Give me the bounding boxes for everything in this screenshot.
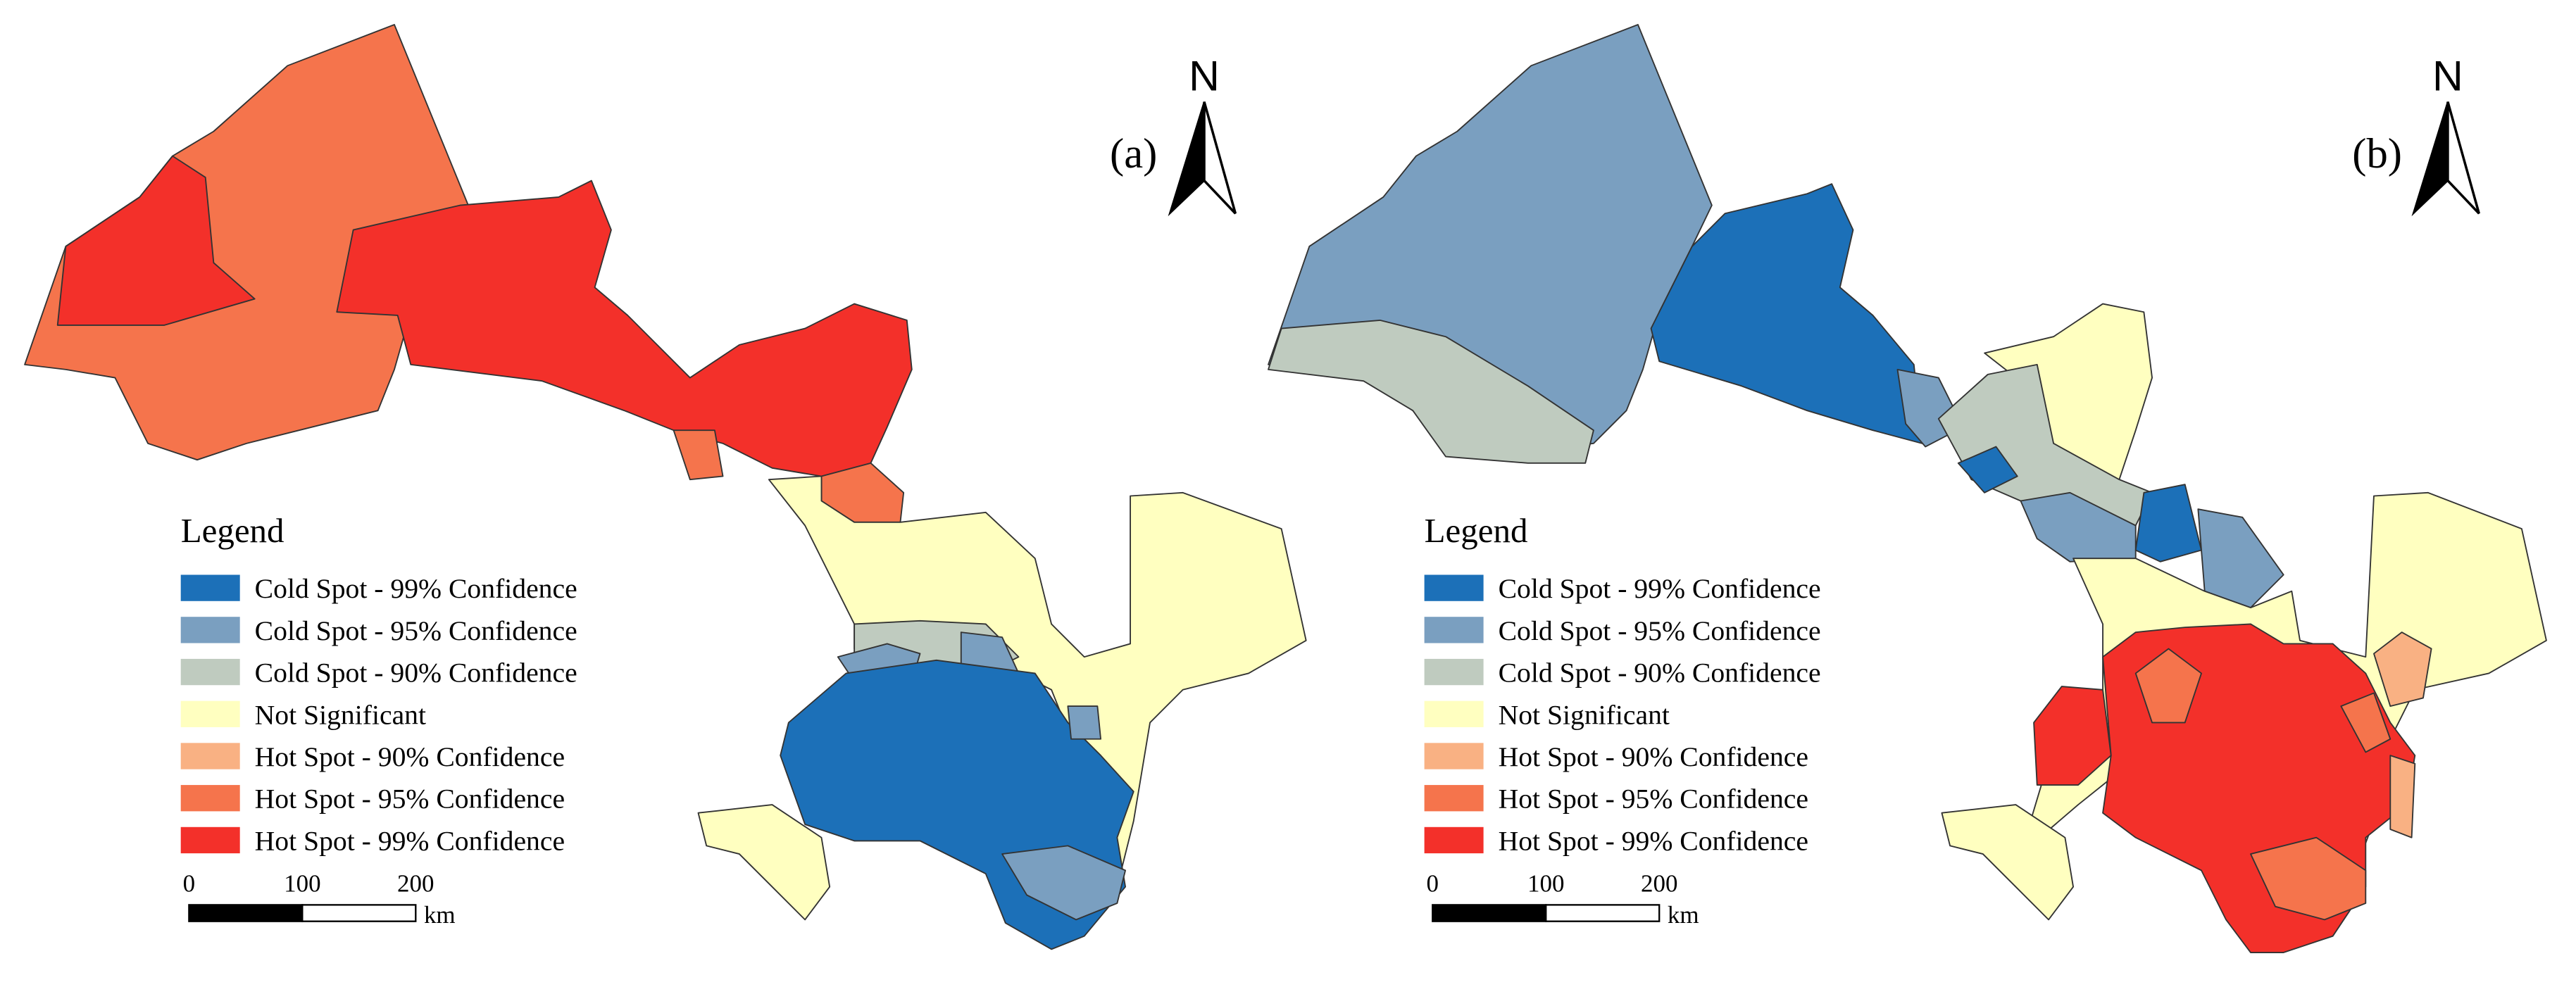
region — [1067, 705, 1101, 740]
legend-label: Hot Spot - 90% Confidence — [1499, 741, 1808, 772]
north-arrow-dark — [1168, 101, 1206, 217]
legend-label: Cold Spot - 99% Confidence — [255, 573, 577, 604]
north-arrow-light — [2446, 101, 2480, 215]
scale-segment — [188, 904, 304, 922]
legend-swatch — [1424, 700, 1484, 727]
legend-swatch — [180, 743, 240, 769]
north-arrow-light — [1203, 101, 1237, 215]
region — [2373, 631, 2432, 708]
region — [697, 804, 831, 921]
region — [2033, 686, 2112, 786]
panel-label: (a) — [1110, 130, 1157, 177]
scale-unit: km — [424, 901, 456, 929]
legend-title: Legend — [181, 511, 285, 550]
legend-label: Cold Spot - 95% Confidence — [1499, 615, 1821, 646]
legend-swatch — [180, 658, 240, 686]
region — [2250, 836, 2367, 921]
scale-label: 100 — [284, 870, 320, 898]
legend-label: Hot Spot - 99% Confidence — [255, 825, 565, 856]
scale-label: 100 — [1527, 870, 1564, 898]
legend-label: Hot Spot - 90% Confidence — [255, 741, 565, 772]
legend-swatch — [1424, 743, 1484, 769]
scale-segment — [1545, 904, 1661, 922]
region — [1268, 319, 1594, 464]
scale-segment — [301, 904, 417, 922]
north-label: N — [2432, 51, 2463, 99]
scale-label: 0 — [183, 870, 196, 898]
north-label: N — [1189, 51, 1220, 99]
legend-label: Cold Spot - 90% Confidence — [1499, 658, 1821, 689]
legend-swatch — [180, 617, 240, 643]
scale-unit: km — [1668, 901, 1699, 929]
panel-label: (b) — [2352, 130, 2402, 177]
legend-title: Legend — [1425, 511, 1528, 550]
region — [2134, 648, 2202, 724]
panel-a-map — [24, 24, 1307, 950]
legend-swatch — [180, 574, 240, 601]
scale-segment — [1432, 904, 1547, 922]
region — [2340, 692, 2391, 753]
legend-label: Hot Spot - 95% Confidence — [1499, 784, 1808, 815]
panel-b-map — [1268, 24, 2547, 953]
scale-label: 200 — [397, 870, 434, 898]
legend-label: Hot Spot - 95% Confidence — [255, 784, 565, 815]
north-arrow-dark — [2411, 101, 2449, 217]
legend-swatch — [180, 785, 240, 812]
scale-label: 200 — [1641, 870, 1677, 898]
legend-label: Not Significant — [1499, 699, 1670, 730]
legend-swatch — [180, 700, 240, 727]
region — [1001, 845, 1126, 921]
legend-swatch — [180, 826, 240, 854]
legend-swatch — [1424, 785, 1484, 812]
region — [1650, 183, 1923, 444]
region — [1957, 446, 2018, 494]
region — [2389, 755, 2416, 838]
scale-label: 0 — [1427, 870, 1439, 898]
legend-swatch — [1424, 574, 1484, 601]
legend-swatch — [1424, 826, 1484, 854]
legend-label: Cold Spot - 90% Confidence — [255, 658, 577, 689]
legend-swatch — [1424, 617, 1484, 643]
legend-label: Hot Spot - 99% Confidence — [1499, 825, 1808, 856]
region — [673, 429, 724, 481]
region — [56, 155, 256, 326]
region — [336, 180, 913, 477]
legend-label: Cold Spot - 95% Confidence — [255, 615, 577, 646]
region — [2134, 484, 2202, 562]
legend-label: Not Significant — [255, 699, 426, 730]
region — [1941, 804, 2075, 921]
legend-label: Cold Spot - 99% Confidence — [1499, 573, 1821, 604]
region — [2197, 508, 2284, 609]
legend-swatch — [1424, 658, 1484, 686]
